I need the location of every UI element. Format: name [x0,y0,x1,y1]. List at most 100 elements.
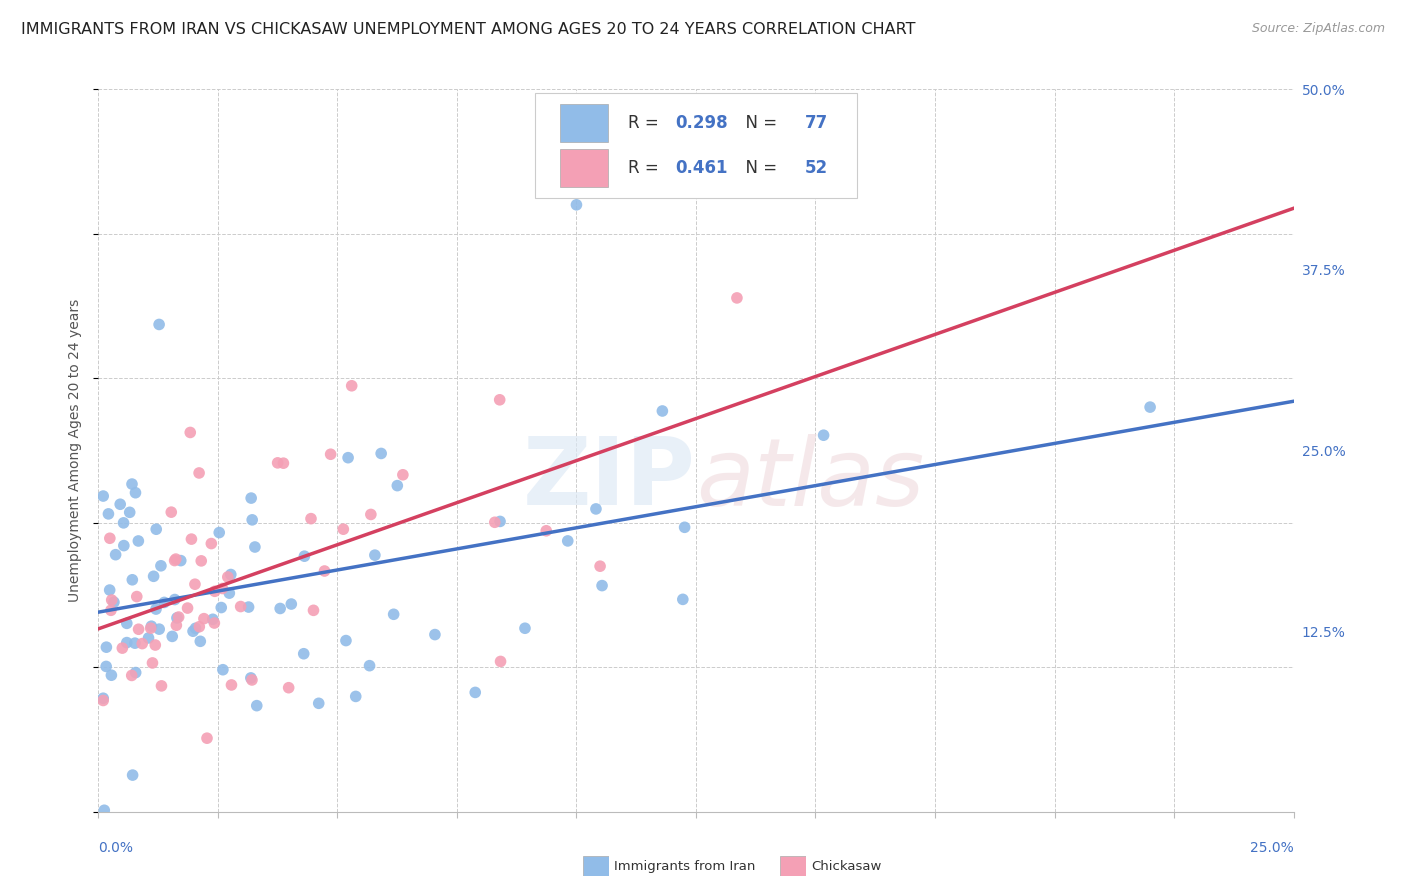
Point [204,584,226,599]
Point [153,595,176,609]
Point [139,621,162,635]
Point [219,567,242,582]
Text: 52: 52 [804,159,828,177]
Text: atlas: atlas [696,434,924,524]
Point [672,592,695,607]
Point [557,533,579,548]
Point [115,635,138,649]
Point [585,502,607,516]
Point [112,539,135,553]
Point [513,621,536,635]
Point [382,607,405,622]
Point [124,636,146,650]
Point [150,679,173,693]
Point [142,569,165,583]
Point [240,513,263,527]
Point [489,515,512,529]
Point [170,553,193,567]
Point [488,392,510,407]
Point [246,698,269,713]
Point [239,671,262,685]
Point [319,447,342,461]
Point [209,600,232,615]
Point [193,612,215,626]
Point [165,552,187,566]
Point [118,505,141,519]
Point [166,611,188,625]
Point [148,622,170,636]
Text: Source: ZipAtlas.com: Source: ZipAtlas.com [1251,22,1385,36]
Point [202,615,225,630]
Point [163,592,186,607]
Point [243,540,266,554]
Point [240,491,263,505]
Point [292,647,315,661]
Point [673,520,696,534]
Point [208,525,231,540]
Point [141,619,163,633]
Point [93,803,115,817]
Point [121,668,143,682]
Point [96,659,118,673]
Point [195,731,218,746]
Point [725,291,748,305]
Point [91,693,114,707]
Point [91,489,114,503]
Point [188,634,211,648]
Point [179,425,201,440]
Point [364,548,387,562]
Text: 0.461: 0.461 [676,159,728,177]
Point [121,573,143,587]
Point [359,658,381,673]
Point [229,599,252,614]
Point [484,516,506,530]
Point [162,629,184,643]
Point [100,668,122,682]
Point [184,621,207,635]
Point [180,532,202,546]
Point [536,524,558,538]
Point [423,627,446,641]
Point [335,633,357,648]
Point [337,450,360,465]
Point [238,600,260,615]
Point [565,198,588,212]
Point [91,691,114,706]
Point [218,586,240,600]
Point [188,466,211,480]
Point [176,601,198,615]
Point [200,536,222,550]
Point [489,655,512,669]
Point [591,578,613,592]
Text: Immigrants from Iran: Immigrants from Iran [614,860,756,872]
Y-axis label: Unemployment Among Ages 20 to 24 years: Unemployment Among Ages 20 to 24 years [69,299,83,602]
Text: 0.0%: 0.0% [98,840,134,855]
Point [294,549,316,564]
Point [103,595,125,609]
Point [1139,400,1161,414]
Point [149,558,172,573]
Point [273,456,295,470]
Point [314,564,336,578]
Point [97,507,120,521]
Point [100,603,122,617]
Point [165,618,187,632]
Point [108,497,131,511]
Point [266,456,288,470]
Point [145,522,167,536]
Point [370,446,392,460]
Point [387,478,409,492]
Point [124,485,146,500]
Point [308,696,330,710]
Text: R =: R = [628,113,664,132]
FancyBboxPatch shape [534,93,858,198]
Point [131,637,153,651]
Text: 25.0%: 25.0% [1250,840,1294,855]
Text: 77: 77 [804,113,828,132]
Point [188,620,211,634]
Point [128,622,150,636]
Point [212,663,235,677]
Point [138,631,160,645]
Point [100,593,122,607]
Text: N =: N = [735,113,783,132]
